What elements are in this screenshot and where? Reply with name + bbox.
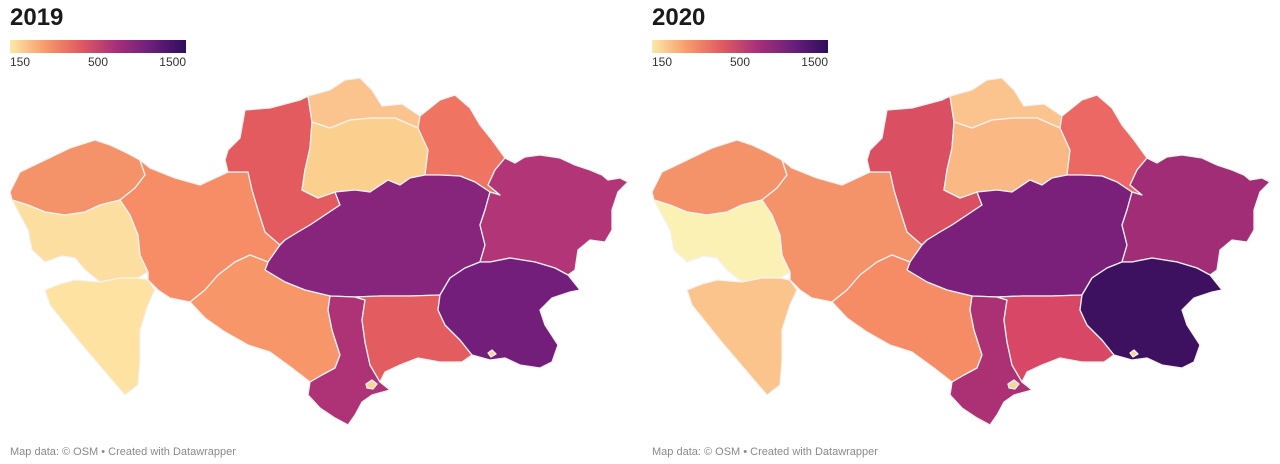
map-title: 2020 bbox=[652, 4, 706, 31]
choropleth-map bbox=[651, 77, 1271, 426]
region-east bbox=[479, 154, 629, 276]
color-legend-bar bbox=[652, 40, 828, 53]
map-panel-2020: 2020 150 500 1500 Map data: © OSM • Crea… bbox=[642, 0, 1280, 464]
region-mangystau bbox=[686, 277, 798, 396]
choropleth-map bbox=[9, 77, 629, 426]
legend-label-min: 150 bbox=[652, 55, 673, 69]
color-legend-labels: 150 500 1500 bbox=[652, 55, 828, 69]
region-east bbox=[1121, 154, 1271, 276]
legend-label-max: 1500 bbox=[801, 55, 828, 69]
legend-label-min: 150 bbox=[10, 55, 31, 69]
lake-icon bbox=[1007, 379, 1020, 390]
lake-icon bbox=[365, 379, 378, 390]
lake-icon bbox=[1129, 349, 1139, 358]
map-credit: Map data: © OSM • Created with Datawrapp… bbox=[10, 446, 236, 458]
map-panel-2019: 2019 150 500 1500 Map data: © OSM • Crea… bbox=[9, 4, 629, 458]
color-legend-bar bbox=[10, 40, 186, 53]
region-almaty bbox=[1079, 257, 1223, 369]
region-atyrau bbox=[653, 199, 791, 283]
map-credit: Map data: © OSM • Created with Datawrapp… bbox=[652, 446, 878, 458]
region-atyrau bbox=[11, 199, 149, 283]
legend-label-max: 1500 bbox=[159, 55, 186, 69]
legend-label-mid: 500 bbox=[87, 55, 109, 69]
lake-icon bbox=[487, 349, 497, 358]
region-almaty bbox=[437, 257, 581, 369]
color-legend-labels: 150 500 1500 bbox=[10, 55, 186, 69]
region-mangystau bbox=[44, 277, 156, 396]
map-title: 2019 bbox=[10, 4, 64, 31]
legend-label-mid: 500 bbox=[729, 55, 751, 69]
